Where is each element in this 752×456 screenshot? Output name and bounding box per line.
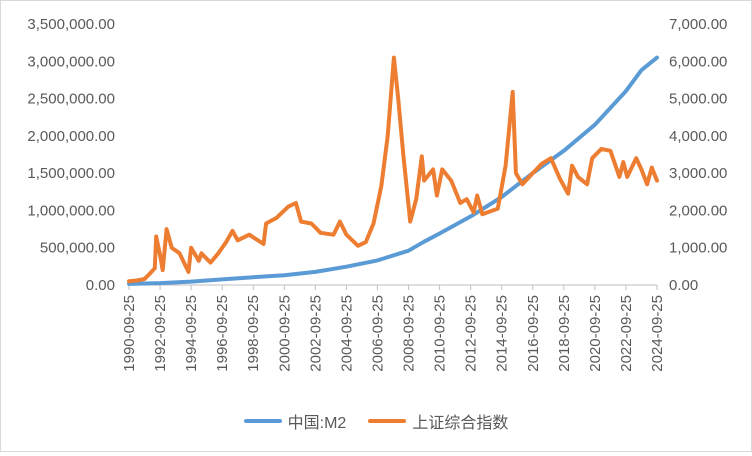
left-tick-label: 2,000,000.00 [27, 128, 115, 145]
legend-swatch-m2 [243, 419, 282, 423]
legend-swatch-sse [368, 419, 407, 423]
legend-item-m2: 中国:M2 [243, 409, 347, 433]
right-tick-label: 2,000.00 [669, 202, 727, 219]
x-tick-label: 1990-09-25 [121, 295, 138, 372]
legend-label-sse: 上证综合指数 [412, 415, 509, 432]
x-tick-label: 2022-09-25 [618, 295, 635, 372]
series-layer [127, 55, 659, 286]
x-tick-label: 1996-09-25 [214, 295, 231, 372]
legend-label-m2: 中国:M2 [287, 415, 347, 432]
right-tick-label: 5,000.00 [669, 91, 727, 108]
x-tick-label: 2008-09-25 [401, 295, 418, 372]
x-tick-label: 1994-09-25 [183, 295, 200, 372]
x-tick-label: 2020-09-25 [587, 295, 604, 372]
right-tick-label: 6,000.00 [669, 53, 727, 70]
x-tick-label: 2024-09-25 [649, 295, 666, 372]
right-tick-label: 0.00 [669, 277, 698, 294]
x-axis-ticks: 1990-09-25 1992-09-25 1994-09-25 1996-09-25… [121, 285, 666, 372]
left-axis-ticks: 0.00 500,000.00 1,000,000.00 1,500,000.00 2,… [27, 16, 115, 294]
left-tick-label: 1,500,000.00 [27, 165, 115, 182]
series-line-m2 [127, 55, 659, 286]
x-tick-label: 2018-09-25 [556, 295, 573, 372]
legend: 中国:M2 上证综合指数 [1, 409, 751, 433]
x-tick-label: 2002-09-25 [307, 295, 324, 372]
left-tick-label: 2,500,000.00 [27, 91, 115, 108]
left-tick-label: 3,500,000.00 [27, 16, 115, 33]
left-tick-label: 1,000,000.00 [27, 202, 115, 219]
x-tick-label: 2006-09-25 [369, 295, 386, 372]
legend-item-sse: 上证综合指数 [368, 409, 508, 433]
right-tick-label: 7,000.00 [669, 16, 727, 33]
left-tick-label: 500,000.00 [40, 240, 115, 257]
left-tick-label: 0.00 [86, 277, 115, 294]
x-tick-label: 2014-09-25 [494, 295, 511, 372]
series-line-sse [127, 55, 659, 284]
x-tick-label: 2000-09-25 [276, 295, 293, 372]
left-tick-label: 3,000,000.00 [27, 53, 115, 70]
right-tick-label: 1,000.00 [669, 240, 727, 257]
x-tick-label: 2012-09-25 [463, 295, 480, 372]
right-tick-label: 3,000.00 [669, 165, 727, 182]
right-tick-label: 4,000.00 [669, 128, 727, 145]
right-axis-ticks: 0.00 1,000.00 2,000.00 3,000.00 4,000.00 5,00… [669, 16, 727, 294]
x-tick-label: 2004-09-25 [338, 295, 355, 372]
x-tick-label: 1998-09-25 [245, 295, 262, 372]
x-tick-label: 1992-09-25 [152, 295, 169, 372]
x-tick-label: 2010-09-25 [432, 295, 449, 372]
x-tick-label: 2016-09-25 [525, 295, 542, 372]
